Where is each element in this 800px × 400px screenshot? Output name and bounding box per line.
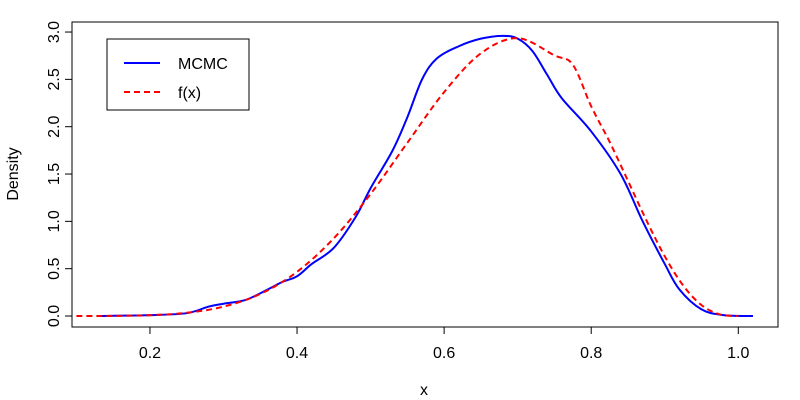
x-axis-label: x [420,382,428,399]
x-tick-label: 0.6 [433,345,455,362]
y-axis-label: Density [5,147,22,200]
legend: MCMC f(x) [106,38,250,111]
x-tick-label: 0.4 [286,345,308,362]
y-tick-label: 2.5 [46,68,63,90]
x-axis: 0.2 0.4 0.6 0.8 1.0 [139,326,750,362]
y-tick-label: 3.0 [46,21,63,43]
x-tick-label: 0.8 [580,345,602,362]
legend-mcmc-label: MCMC [178,56,228,73]
y-tick-label: 1.0 [46,210,63,232]
series-lines [76,34,754,318]
legend-box [106,38,250,111]
y-tick-label: 2.0 [46,115,63,137]
x-tick-label: 0.2 [139,345,161,362]
y-tick-label: 0.0 [46,305,63,327]
y-axis: 0.0 0.5 1.0 1.5 2.0 2.5 3.0 [46,21,73,327]
legend-fx-label: f(x) [178,85,201,102]
y-tick-label: 1.5 [46,163,63,185]
y-tick-label: 0.5 [46,257,63,279]
x-tick-label: 1.0 [727,345,749,362]
fx-density-line [76,37,739,318]
